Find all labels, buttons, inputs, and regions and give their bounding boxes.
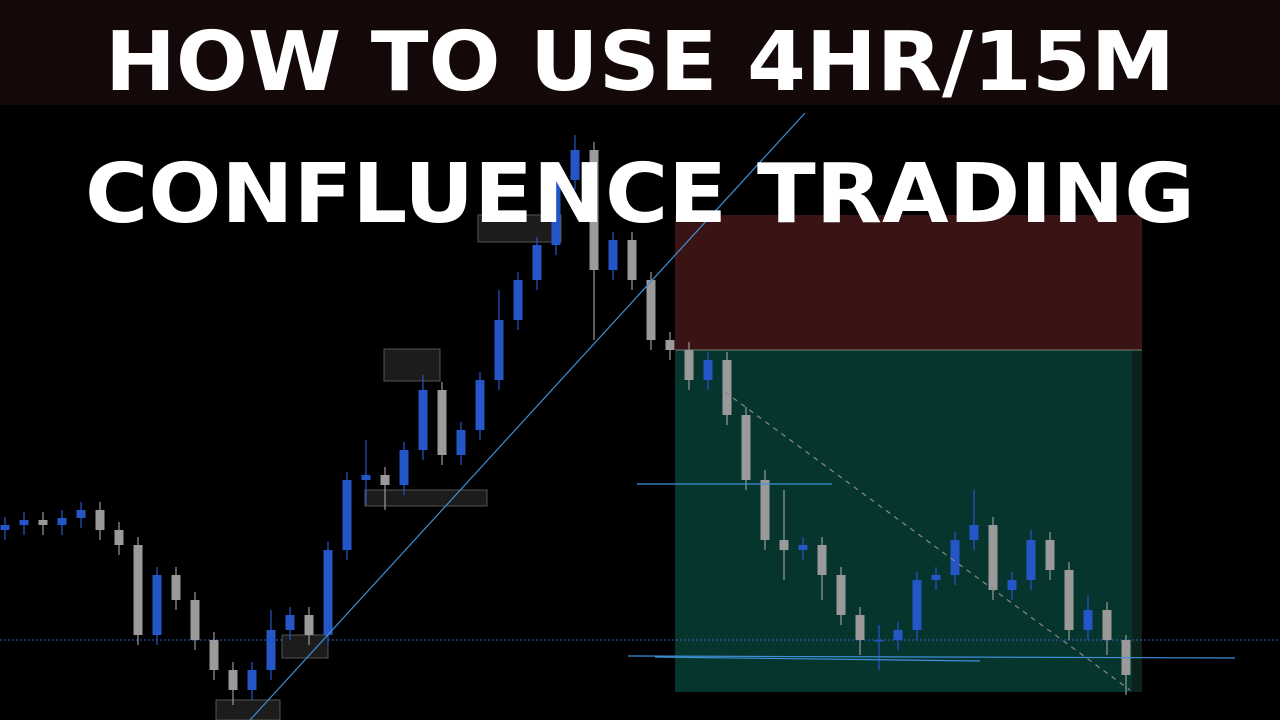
candle-body (798, 545, 808, 550)
stop-zone (675, 215, 1142, 350)
level-line (654, 656, 981, 662)
title-line: CONFLUENCE TRADING (85, 147, 1195, 242)
zone-box (383, 348, 441, 382)
candle-body (817, 545, 827, 575)
candle-body (893, 630, 903, 640)
title-line: HOW TO USE 4HR/15M (105, 15, 1175, 110)
candle-body (1007, 580, 1017, 590)
level-line (627, 655, 1236, 659)
candle-body (931, 575, 941, 580)
candle-body (114, 530, 124, 545)
candle-body (76, 510, 86, 518)
candle-body (1064, 570, 1074, 630)
candle-body (399, 450, 409, 485)
candle-body (361, 475, 371, 480)
candle-body (133, 545, 143, 635)
candle-body (912, 580, 922, 630)
candle-body (266, 630, 276, 670)
candle-body (228, 670, 238, 690)
zone-box (477, 214, 562, 243)
candle-body (285, 615, 295, 630)
candle-body (646, 280, 656, 340)
zone-box (364, 489, 488, 507)
candle-body (608, 240, 618, 270)
candle-body (855, 615, 865, 640)
candle-body (190, 600, 200, 640)
candle-body (418, 390, 428, 450)
candle-body (551, 180, 561, 245)
candle-body (456, 430, 466, 455)
candle-body (1026, 540, 1036, 580)
candle-body (323, 550, 333, 635)
candle-body (247, 670, 257, 690)
candle-body (19, 520, 29, 525)
candle-body (779, 540, 789, 550)
candle-body (722, 360, 732, 415)
candle-body (171, 575, 181, 600)
candle-body (95, 510, 105, 530)
candle-body (532, 245, 542, 280)
candle-body (836, 575, 846, 615)
candle-body (209, 640, 219, 670)
candle-body (1045, 540, 1055, 570)
zone-edge (1132, 350, 1142, 692)
candle-body (741, 415, 751, 480)
projection-line (724, 391, 1131, 691)
candle-body (589, 150, 599, 270)
candle-body (494, 320, 504, 380)
candle-body (38, 520, 48, 525)
candle-body (342, 480, 352, 550)
target-zone (675, 350, 1142, 692)
candle-body (380, 475, 390, 485)
candle-body (437, 390, 447, 455)
candle-body (703, 360, 713, 380)
candle-body (1102, 610, 1112, 640)
zone-box (281, 634, 329, 659)
candle-body (760, 480, 770, 540)
candle-body (152, 575, 162, 635)
candle-body (684, 350, 694, 380)
candle-body (475, 380, 485, 430)
candle-body (0, 525, 10, 530)
title-banner (0, 0, 1280, 105)
candle-body (57, 518, 67, 525)
candle-body (570, 150, 580, 180)
candle-body (874, 640, 884, 642)
candle-body (627, 240, 637, 280)
candle-body (1083, 610, 1093, 630)
candle-body (969, 525, 979, 540)
candle-body (513, 280, 523, 320)
zone-box (215, 699, 281, 720)
candle-body (988, 525, 998, 590)
candle-body (665, 340, 675, 350)
trend-line (249, 112, 806, 720)
candle-body (950, 540, 960, 575)
candle-body (304, 615, 314, 635)
